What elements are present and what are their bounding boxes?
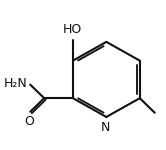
Text: N: N xyxy=(101,121,110,134)
Text: O: O xyxy=(25,115,34,128)
Text: H₂N: H₂N xyxy=(3,77,27,90)
Text: HO: HO xyxy=(63,23,82,36)
